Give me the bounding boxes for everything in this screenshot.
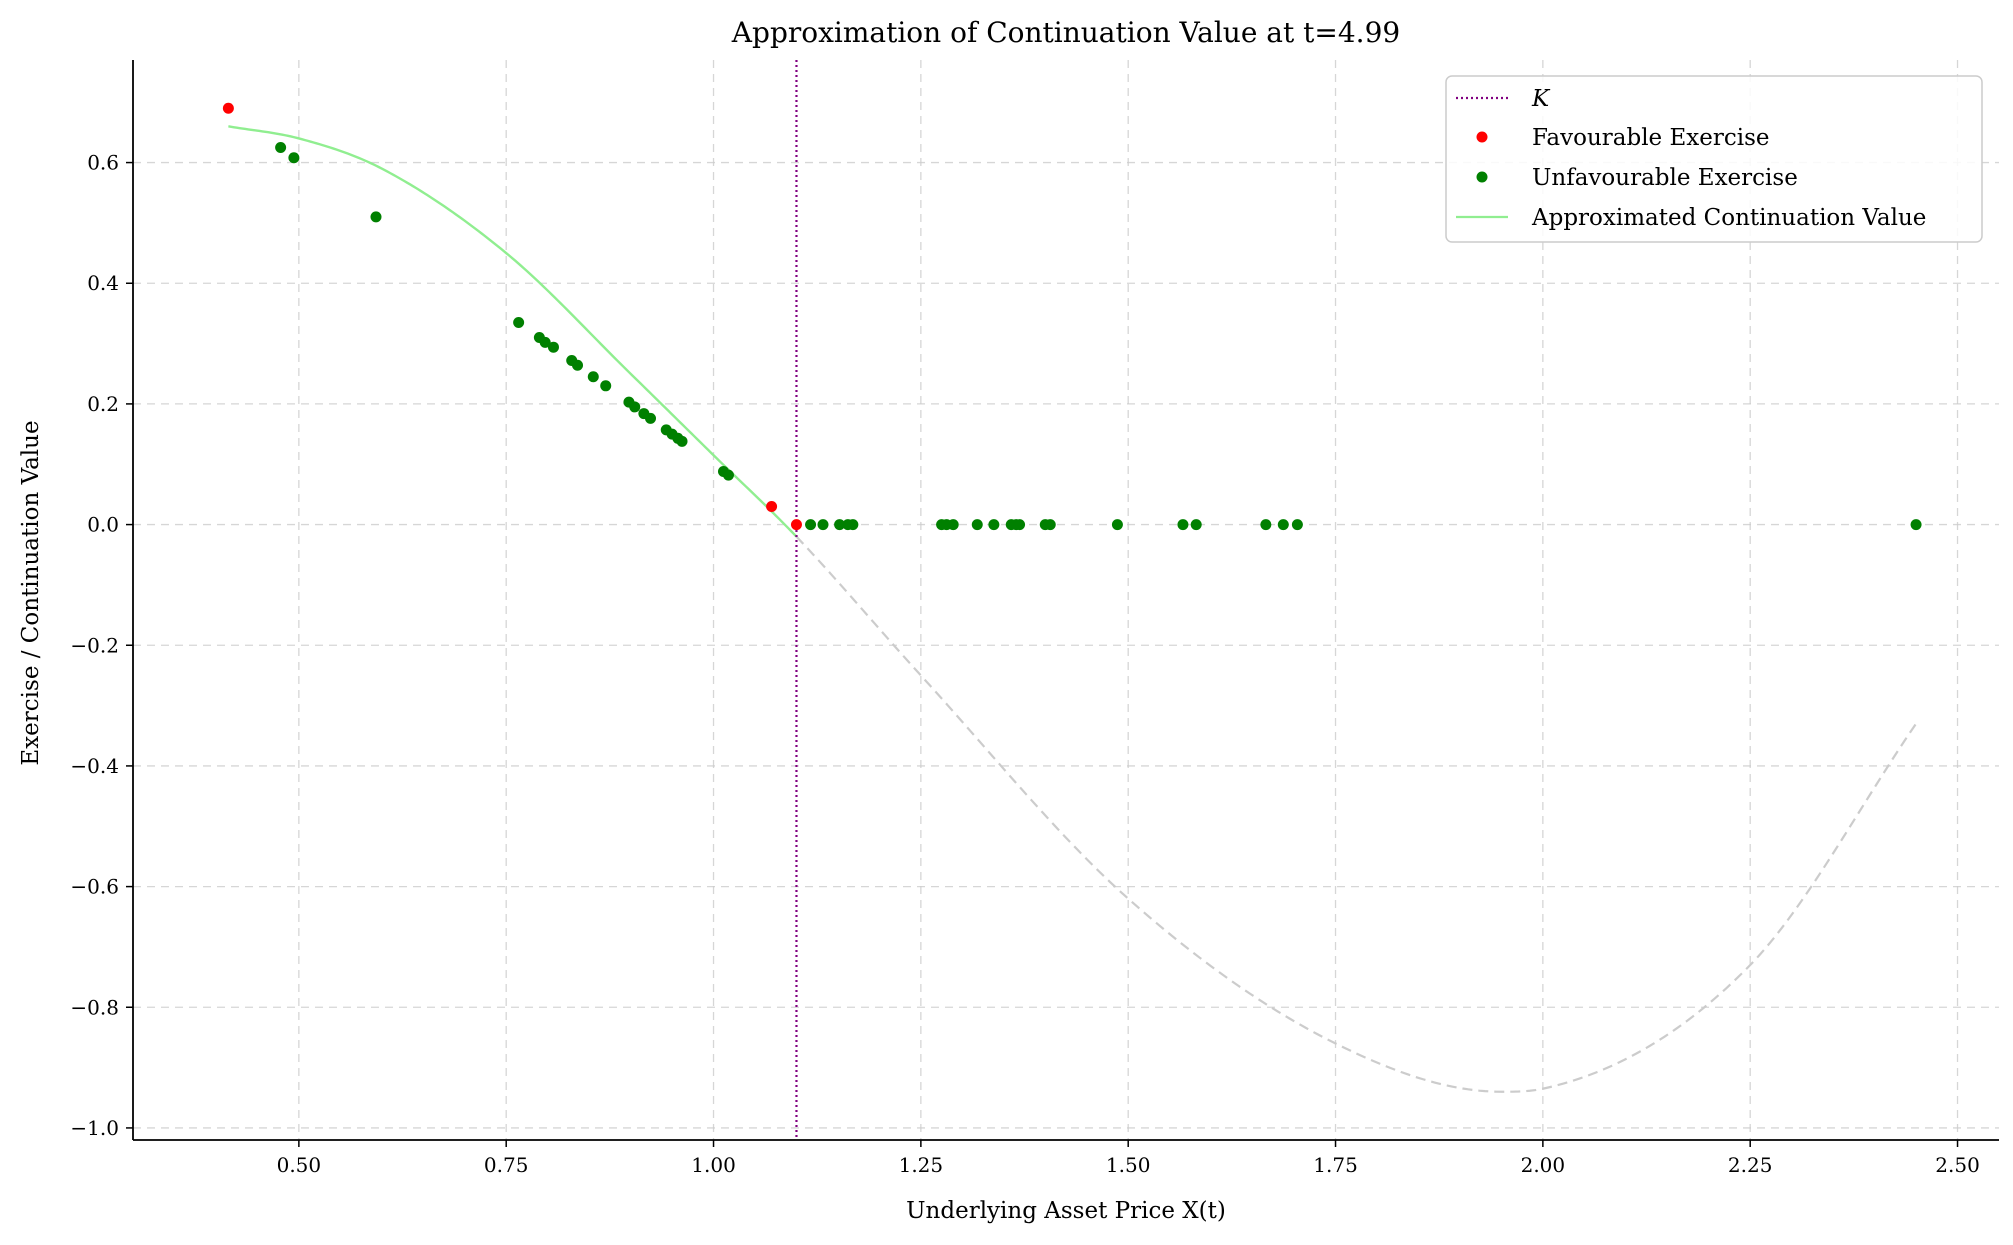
unfavourable-point — [834, 519, 846, 531]
favourable-point — [766, 500, 778, 512]
unfavourable-point — [988, 519, 1000, 531]
x-tick-label: 2.00 — [1521, 1153, 1566, 1177]
x-tick-label: 1.50 — [1106, 1153, 1151, 1177]
y-tick-label: 0.6 — [87, 151, 119, 175]
continuation-curve-extension — [795, 535, 1917, 1093]
unfavourable-point — [805, 519, 817, 531]
legend-frame — [1445, 75, 1983, 243]
legend-curve-label: Approximated Continuation Value — [1531, 205, 1926, 231]
unfavourable-point — [1291, 519, 1303, 531]
ticks-layer: 0.50 0.75 1.00 1.25 1.50 1.75 2.00 2.25 2.50 0.6 0… — [70, 151, 1979, 1177]
unfavourable-point — [370, 211, 382, 223]
unfavourable-point — [1111, 519, 1123, 531]
points-layer — [222, 102, 1922, 531]
unfavourable-point — [645, 412, 657, 424]
unfavourable-point — [1014, 519, 1026, 531]
unfavourable-point — [1177, 519, 1189, 531]
unfavourable-point — [587, 371, 599, 383]
legend-favourable-swatch — [1476, 131, 1488, 143]
unfavourable-point — [1260, 519, 1272, 531]
unfavourable-point — [722, 469, 734, 481]
unfavourable-point — [572, 359, 584, 371]
x-tick-label: 2.50 — [1935, 1153, 1980, 1177]
unfavourable-point — [1044, 519, 1056, 531]
y-tick-label: 0.2 — [87, 392, 119, 416]
unfavourable-point — [971, 519, 983, 531]
chart-title: Approximation of Continuation Value at t… — [731, 16, 1400, 49]
x-tick-label: 1.00 — [691, 1153, 736, 1177]
unfavourable-point — [1910, 519, 1922, 531]
unfavourable-point — [539, 336, 551, 348]
x-tick-label: 1.75 — [1313, 1153, 1358, 1177]
grid-layer — [133, 60, 1999, 1140]
y-tick-label: −1.0 — [70, 1116, 119, 1140]
x-tick-label: 0.75 — [484, 1153, 529, 1177]
favourable-point — [222, 102, 234, 114]
legend-unfavourable-label: Unfavourable Exercise — [1532, 165, 1798, 191]
y-tick-label: −0.6 — [70, 875, 119, 899]
unfavourable-point — [513, 316, 525, 328]
legend-strike-label: K — [1531, 86, 1551, 112]
unfavourable-point — [275, 141, 287, 153]
legend-favourable-label: Favourable Exercise — [1532, 125, 1770, 151]
axes-layer — [132, 60, 1999, 1141]
legend-unfavourable-swatch — [1476, 171, 1488, 183]
y-tick-label: −0.8 — [70, 995, 119, 1019]
unfavourable-point — [288, 152, 300, 164]
y-tick-label: 0.0 — [87, 513, 119, 537]
continuation-curve — [228, 125, 798, 538]
unfavourable-point — [817, 519, 829, 531]
unfavourable-point — [947, 519, 959, 531]
legend: K Favourable Exercise Unfavourable Exerc… — [1445, 75, 1983, 243]
curve-layer — [228, 125, 1917, 1093]
y-tick-label: −0.4 — [70, 754, 119, 778]
y-tick-label: 0.4 — [87, 271, 119, 295]
unfavourable-point — [1277, 519, 1289, 531]
y-tick-label: −0.2 — [70, 633, 119, 657]
y-axis-title: Exercise / Continuation Value — [18, 420, 44, 765]
unfavourable-point — [547, 341, 559, 353]
x-tick-label: 1.25 — [899, 1153, 944, 1177]
x-tick-label: 0.50 — [277, 1153, 322, 1177]
unfavourable-point — [1190, 519, 1202, 531]
x-tick-label: 2.25 — [1728, 1153, 1773, 1177]
x-axis-title: Underlying Asset Price X(t) — [906, 1198, 1226, 1224]
unfavourable-point — [600, 380, 612, 392]
favourable-point — [790, 519, 802, 531]
unfavourable-point — [629, 401, 641, 413]
unfavourable-point — [847, 519, 859, 531]
unfavourable-point — [676, 435, 688, 447]
